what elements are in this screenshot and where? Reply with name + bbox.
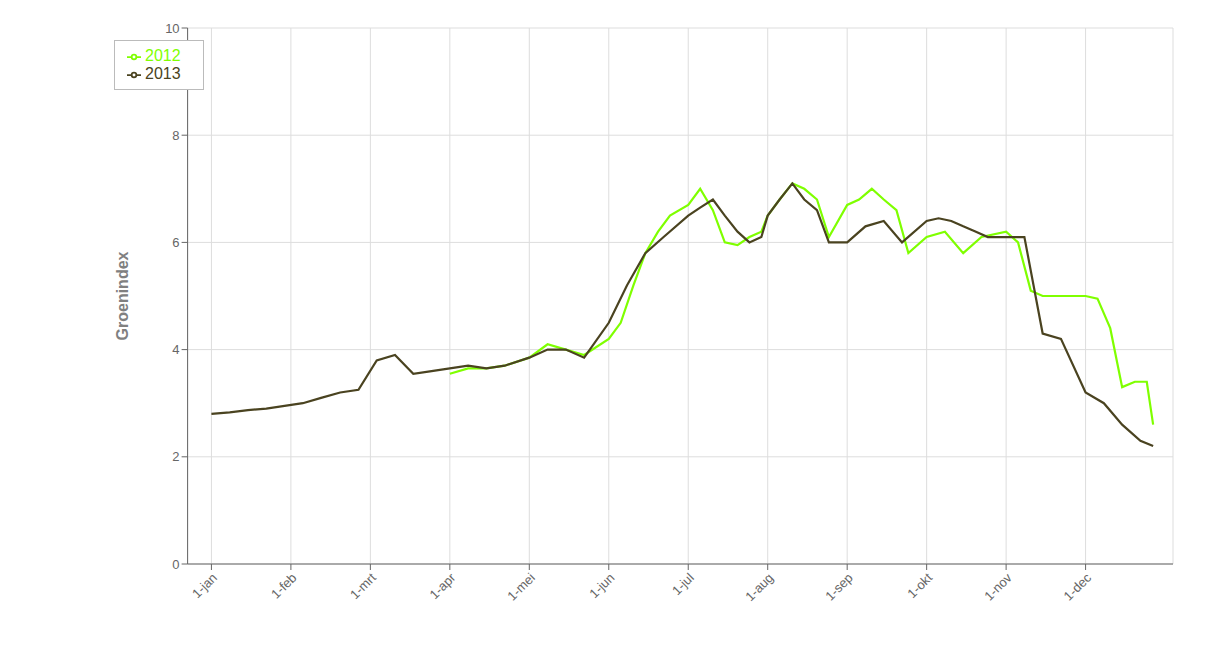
svg-text:1-mei: 1-mei — [504, 570, 538, 604]
svg-text:1-jul: 1-jul — [669, 570, 697, 598]
svg-text:0: 0 — [172, 557, 179, 572]
svg-text:2: 2 — [172, 449, 179, 464]
svg-text:4: 4 — [172, 342, 179, 357]
svg-text:1-apr: 1-apr — [426, 570, 459, 603]
svg-text:Groenindex: Groenindex — [114, 251, 131, 340]
svg-text:6: 6 — [172, 235, 179, 250]
svg-text:8: 8 — [172, 128, 179, 143]
svg-text:1-feb: 1-feb — [268, 570, 300, 602]
svg-text:1-sep: 1-sep — [822, 570, 856, 604]
svg-text:1-jun: 1-jun — [586, 570, 617, 601]
svg-text:1-jan: 1-jan — [189, 570, 220, 601]
svg-text:1-okt: 1-okt — [904, 570, 935, 601]
html-text:2012: 2012 — [145, 47, 181, 64]
svg-text:1-mrt: 1-mrt — [347, 570, 379, 602]
svg-text:1-nov: 1-nov — [981, 570, 1015, 604]
svg-text:1-dec: 1-dec — [1061, 570, 1095, 604]
html-text:2013: 2013 — [145, 65, 181, 82]
svg-text:10: 10 — [165, 21, 179, 36]
svg-text:1-aug: 1-aug — [742, 570, 776, 604]
